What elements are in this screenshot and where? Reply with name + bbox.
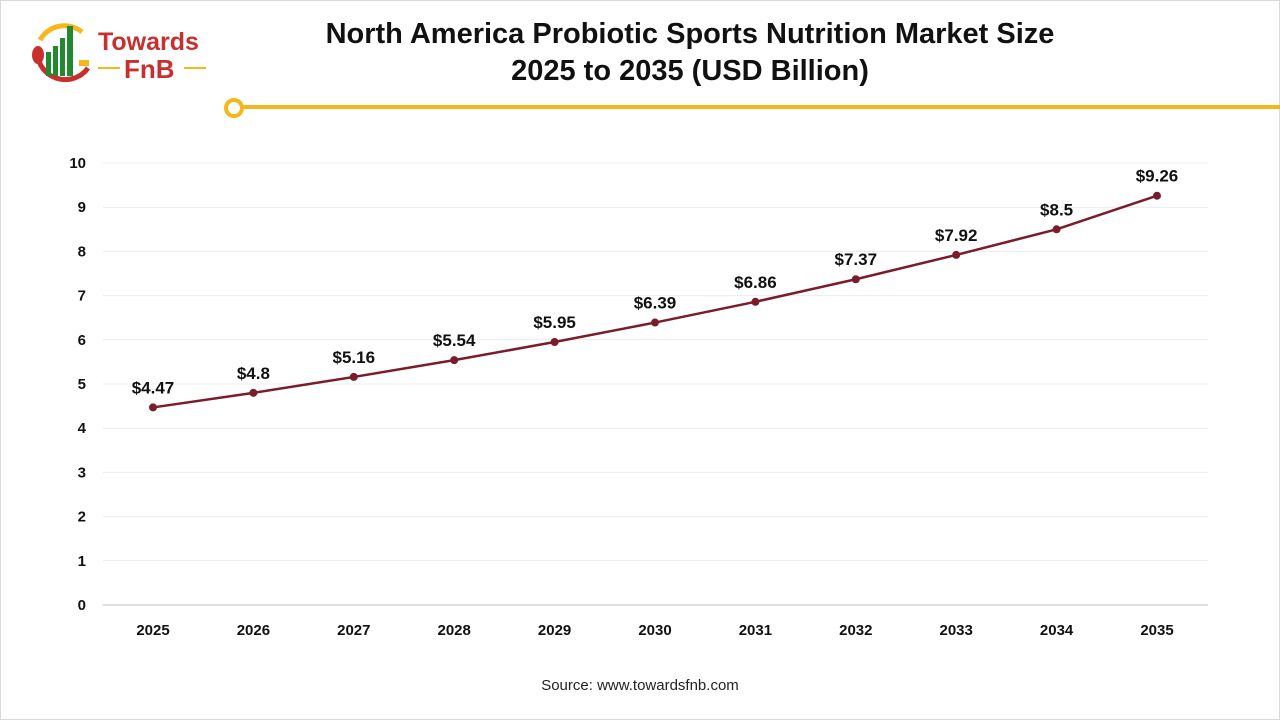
logo-text-fnb: FnB bbox=[124, 54, 175, 84]
x-tick-label: 2029 bbox=[538, 622, 571, 639]
data-point bbox=[952, 250, 961, 259]
title-line-2: 2025 to 2035 (USD Billion) bbox=[511, 55, 869, 87]
data-label: $7.92 bbox=[935, 226, 978, 245]
y-tick-label: 10 bbox=[69, 155, 86, 172]
title-line-1: North America Probiotic Sports Nutrition… bbox=[325, 18, 1055, 50]
chart-title: North America Probiotic Sports Nutrition… bbox=[300, 16, 1080, 90]
title-divider bbox=[242, 105, 1280, 109]
data-point bbox=[149, 403, 157, 412]
x-tick-label: 2033 bbox=[940, 622, 973, 639]
y-tick-label: 1 bbox=[78, 553, 86, 570]
x-tick-label: 2026 bbox=[237, 622, 270, 639]
data-label: $5.95 bbox=[533, 313, 576, 332]
x-tick-label: 2030 bbox=[638, 622, 671, 639]
data-label: $4.8 bbox=[237, 364, 270, 383]
y-tick-label: 9 bbox=[78, 199, 86, 216]
y-tick-label: 2 bbox=[78, 509, 86, 526]
data-point bbox=[249, 388, 258, 397]
x-tick-label: 2027 bbox=[337, 622, 370, 639]
data-label: $7.37 bbox=[835, 250, 878, 269]
x-tick-label: 2032 bbox=[839, 622, 872, 639]
data-point bbox=[349, 372, 358, 381]
logo-text-towards: Towards bbox=[98, 28, 199, 56]
y-tick-label: 7 bbox=[78, 288, 86, 305]
data-label: $5.54 bbox=[433, 331, 476, 350]
data-label: $8.5 bbox=[1040, 200, 1073, 219]
y-tick-label: 4 bbox=[78, 420, 87, 437]
logo: Towards FnB bbox=[26, 18, 216, 93]
data-label: $9.26 bbox=[1136, 167, 1179, 186]
data-point bbox=[651, 318, 659, 327]
data-label: $4.47 bbox=[132, 378, 175, 397]
y-tick-label: 3 bbox=[78, 464, 86, 481]
data-label: $6.86 bbox=[734, 273, 777, 292]
data-point bbox=[751, 297, 760, 306]
y-tick-label: 6 bbox=[78, 332, 86, 349]
y-tick-label: 5 bbox=[78, 376, 86, 393]
x-tick-label: 2034 bbox=[1040, 622, 1074, 639]
x-tick-label: 2031 bbox=[739, 622, 772, 639]
source-text: Source: www.towardsfnb.com bbox=[541, 677, 739, 694]
data-point bbox=[1052, 225, 1061, 234]
data-point bbox=[1153, 191, 1161, 200]
data-label: $6.39 bbox=[634, 294, 677, 313]
y-tick-label: 0 bbox=[78, 597, 86, 614]
data-point bbox=[550, 338, 559, 347]
data-label: $5.16 bbox=[333, 348, 376, 367]
divider-ring bbox=[224, 98, 244, 118]
data-point bbox=[450, 356, 459, 365]
x-tick-label: 2025 bbox=[136, 622, 169, 639]
x-tick-label: 2035 bbox=[1140, 622, 1173, 639]
x-tick-label: 2028 bbox=[438, 622, 471, 639]
towards-fnb-logo: Towards FnB bbox=[32, 23, 206, 84]
data-point bbox=[851, 275, 860, 284]
y-tick-label: 8 bbox=[78, 243, 86, 260]
